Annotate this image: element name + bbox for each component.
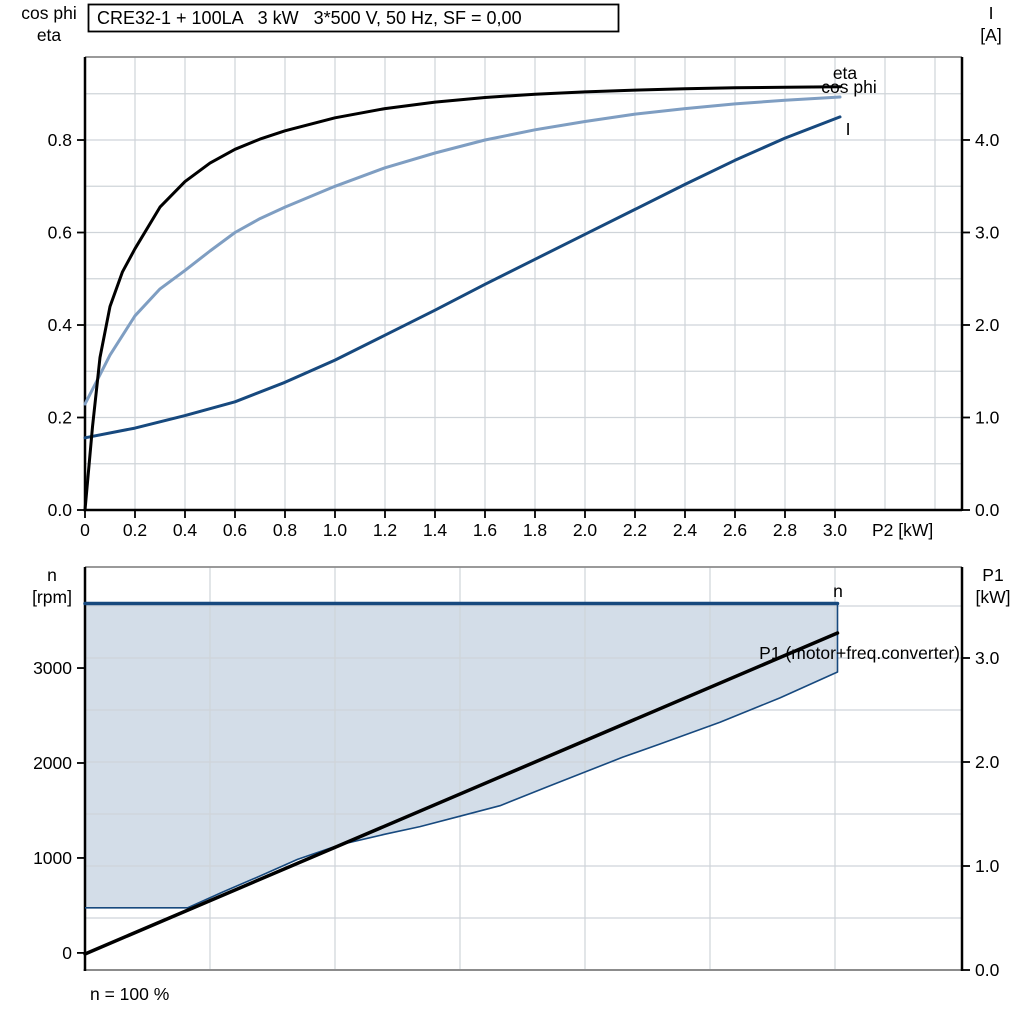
chart-title: CRE32-1 + 100LA 3 kW 3*500 V, 50 Hz, SF … xyxy=(97,8,522,28)
right-tick-label: 2.0 xyxy=(975,315,1000,335)
title-box xyxy=(87,3,620,33)
top-right-axis-header-line1: I xyxy=(989,3,994,23)
x-tick-label: 0.8 xyxy=(273,520,297,540)
eta-curve-label: eta xyxy=(833,63,858,83)
right-tick-label: 2.0 xyxy=(975,752,1000,772)
speed-percentage-note: n = 100 % xyxy=(90,984,169,1004)
p1-motor-freq-converter--curve xyxy=(83,631,840,956)
i-curve-label: I xyxy=(846,119,851,139)
cos-phi-curve-label: cos phi xyxy=(821,77,876,97)
x-tick-label: 1.2 xyxy=(373,520,397,540)
static-labels: CRE32-1 + 100LA 3 kW 3*500 V, 50 Hz, SF … xyxy=(21,3,1010,1004)
left-tick-label: 0.6 xyxy=(48,223,72,243)
x-tick-label: 2.6 xyxy=(723,520,747,540)
x-tick-label: 2.4 xyxy=(673,520,698,540)
x-tick-label: 0.4 xyxy=(173,520,198,540)
right-tick-label: 3.0 xyxy=(975,648,1000,668)
left-tick-label: 2000 xyxy=(33,753,72,773)
speed-operating-range-area xyxy=(85,603,838,908)
p1-motor-freq-converter--curve-label: P1 (motor+freq.converter) xyxy=(759,643,960,663)
x-tick-label: 1.0 xyxy=(323,520,348,540)
x-tick-label: 1.4 xyxy=(423,520,448,540)
right-tick-label: 4.0 xyxy=(975,130,1000,150)
right-tick-label: 1.0 xyxy=(975,407,1000,427)
x-tick-label: 2.2 xyxy=(623,520,647,540)
right-tick-label: 0.0 xyxy=(975,500,1000,520)
left-tick-label: 0.2 xyxy=(48,408,72,428)
x-tick-label: 0.2 xyxy=(123,520,147,540)
right-tick-label: 0.0 xyxy=(975,960,1000,980)
left-tick-label: 0.8 xyxy=(48,130,72,150)
bottom-right-axis-header-line1: P1 xyxy=(982,565,1003,585)
x-tick-label: 2.0 xyxy=(573,520,598,540)
left-tick-label: 0.4 xyxy=(48,315,73,335)
generated-chart-layers: 0 0.2 0.4 0.6 0.8 1.0 1.2 1.4 1.6 1.8 2.0 2.2 2.4 2.6… xyxy=(33,56,1000,980)
x-axis-title: P2 [kW] xyxy=(872,520,933,540)
top-left-axis-header-line2: eta xyxy=(37,25,62,45)
bottom-left-axis-header-line1: n xyxy=(47,565,57,585)
left-tick-label: 0 xyxy=(62,943,72,963)
top-right-axis-header-line2: [A] xyxy=(980,25,1001,45)
x-tick-label: 2.8 xyxy=(773,520,797,540)
bottom-right-axis-header-line2: [kW] xyxy=(976,587,1011,607)
right-tick-label: 3.0 xyxy=(975,222,1000,242)
x-tick-label: 0.6 xyxy=(223,520,247,540)
bottom-left-axis-header-line2: [rpm] xyxy=(32,587,72,607)
x-tick-label: 3.0 xyxy=(823,520,848,540)
x-tick-label: 0 xyxy=(80,520,90,540)
x-tick-label: 1.8 xyxy=(523,520,547,540)
top-left-axis-header-line1: cos phi xyxy=(21,3,76,23)
x-tick-label: 1.6 xyxy=(473,520,497,540)
cos-phi-curve xyxy=(83,95,842,406)
i-curve xyxy=(83,115,842,440)
right-tick-label: 1.0 xyxy=(975,856,1000,876)
eta-curve xyxy=(83,85,842,512)
motor-performance-chart: 0 0.2 0.4 0.6 0.8 1.0 1.2 1.4 1.6 1.8 2.0 2.2 2.4 2.6… xyxy=(48,56,1000,540)
left-tick-label: 0.0 xyxy=(48,500,73,520)
left-tick-label: 1000 xyxy=(33,848,72,868)
n-curve-label: n xyxy=(833,581,843,601)
speed-and-input-power-chart: 0 1000 2000 3000 0.0 1.0 2.0 3.0 n P1 (motor+freq… xyxy=(33,566,1000,980)
left-tick-label: 3000 xyxy=(33,658,72,678)
speed-operating-range-boundary-curve xyxy=(85,603,839,909)
